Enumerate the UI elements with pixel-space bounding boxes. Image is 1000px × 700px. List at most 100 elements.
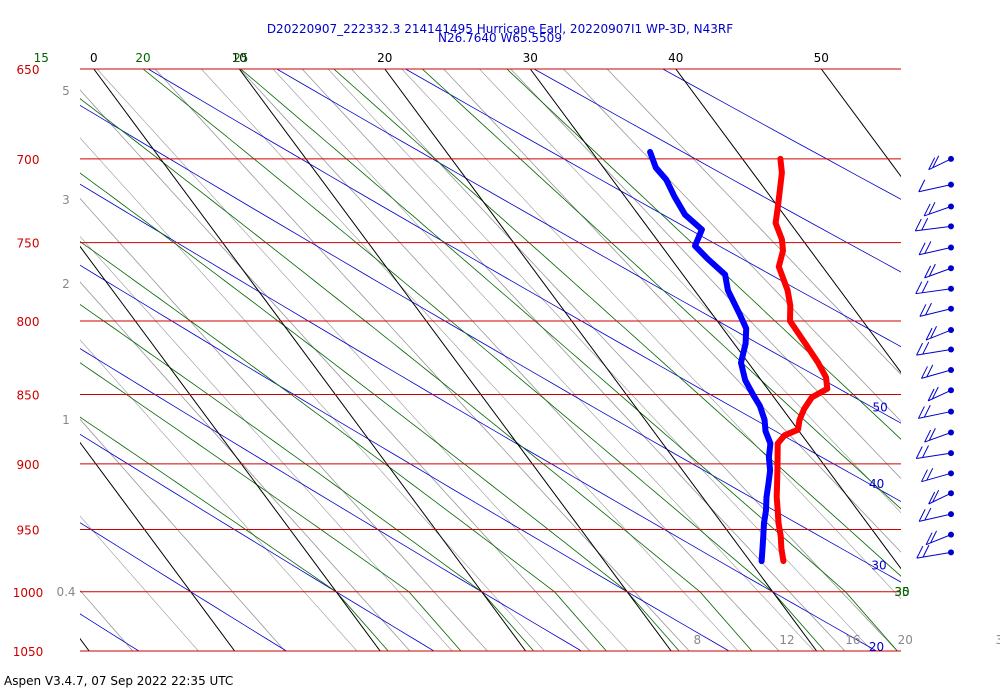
isotherm-line (80, 637, 90, 651)
wind-barb (915, 280, 954, 295)
wind-barb (924, 428, 954, 443)
mixing-ratio-label: 3 (62, 193, 70, 207)
dewpoint-trace (647, 149, 774, 565)
moist-adiabat-line (240, 69, 898, 651)
isotherm-label: 0 (90, 51, 98, 65)
dry-adiabat-line (80, 433, 435, 651)
isobar-label: 700 (17, 153, 40, 167)
moist-adiabat-line (80, 172, 680, 651)
wind-barb (928, 155, 954, 171)
mixing-ratio-label: 5 (62, 84, 70, 98)
isobar-label: 900 (17, 458, 40, 472)
mixing-ratio-line (327, 69, 873, 651)
mixing-ratio-line (96, 69, 629, 651)
isotherm-line (820, 69, 901, 178)
wind-barb (921, 364, 954, 379)
mixing-ratio-label: 2 (62, 277, 70, 291)
dry-adiabat-line (80, 183, 878, 651)
mixing-ratio-line (80, 281, 411, 651)
wind-barb (924, 263, 954, 279)
moist-adiabat-line (80, 303, 535, 651)
dry-adiabat-label: 50 (873, 401, 888, 415)
background-grid (0, 50, 1000, 662)
isobar-label: 1000 (13, 586, 44, 600)
mixing-ratio-line (80, 137, 545, 651)
isotherm-label: 10 (232, 51, 247, 65)
isotherm-line (80, 441, 236, 651)
mixing-ratio-line (301, 69, 846, 651)
wind-barb (916, 544, 954, 559)
wind-barb (917, 404, 954, 419)
mixing-ratio-label: 8 (693, 633, 701, 647)
isobar-label: 950 (17, 524, 40, 538)
mixing-ratio-line (272, 69, 815, 651)
mixing-ratio-line (80, 515, 199, 651)
chart-title-line-2: N26.7640 W65.5509 (438, 31, 562, 45)
moist-adiabat-line (333, 69, 901, 577)
wind-barb (914, 217, 954, 232)
moist-adiabat-label: 15 (34, 51, 49, 65)
mixing-ratio-line (80, 339, 358, 651)
wind-barb (923, 202, 954, 217)
wind-barb (921, 467, 954, 483)
footer-text: Aspen V3.4.7, 07 Sep 2022 22:35 UTC (4, 674, 234, 688)
dry-adiabat-line (80, 522, 288, 651)
chart-title-line-1: D20220907_222332.3 214141495 Hurricane E… (266, 22, 734, 36)
moist-adiabat-line (80, 241, 607, 651)
isobar-label: 800 (17, 315, 40, 329)
mixing-ratio-label: 1 (62, 413, 70, 427)
isotherm-label: 50 (814, 51, 829, 65)
isobar-label: 750 (17, 237, 40, 251)
moist-adiabat-label: 20 (135, 51, 150, 65)
isotherm-line (93, 69, 527, 651)
dry-adiabat-line (661, 69, 901, 200)
dry-adiabat-label: 30 (871, 559, 886, 573)
moist-adiabat-line (80, 416, 389, 651)
dry-adiabat-label: 20 (869, 640, 884, 654)
dry-adiabat-line (276, 69, 901, 424)
dry-adiabat-line (80, 613, 140, 651)
wind-barb (915, 445, 954, 459)
wind-barb (919, 302, 954, 317)
mixing-ratio-line (606, 69, 901, 376)
wind-barb (918, 179, 954, 193)
moist-adiabat-line (421, 69, 901, 510)
wind-barb-column (914, 155, 954, 559)
isobar-lines (80, 68, 901, 652)
mixing-ratio-label: 20 (898, 633, 913, 647)
isotherm-line (529, 69, 901, 570)
mixing-ratio-label: 12 (779, 633, 794, 647)
wind-barb (928, 489, 954, 505)
dry-adiabat-line (147, 69, 901, 502)
wind-barb (925, 326, 954, 341)
dry-adiabat-line (80, 264, 730, 651)
isotherm-line (967, 69, 1000, 651)
wind-barb (916, 341, 954, 356)
moist-adiabat-label: 30 (894, 585, 909, 599)
wind-barb (925, 530, 954, 546)
moist-adiabat-label: 35 (894, 585, 909, 599)
isotherm-label: 30 (523, 51, 538, 65)
mixing-ratio-line (478, 69, 901, 514)
isotherm-label: 20 (377, 51, 392, 65)
wind-barb (927, 386, 954, 402)
isobar-label: 850 (17, 389, 40, 403)
isotherm-label: 40 (668, 51, 683, 65)
isotherm-line (675, 69, 901, 374)
mixing-ratio-line (80, 235, 453, 651)
isotherm-line (80, 245, 381, 651)
dry-adiabat-line (0, 50, 9, 662)
dry-adiabat-line (80, 348, 583, 651)
mixing-ratio-line (80, 589, 134, 651)
mixing-ratio-label: 0.4 (56, 585, 75, 599)
dry-adiabat-line (533, 69, 901, 273)
moist-adiabat-line (80, 98, 753, 651)
mixing-ratio-line (80, 418, 286, 651)
moist-adiabat-line (142, 69, 826, 651)
isobar-label: 650 (17, 63, 40, 77)
moist-adiabat-line (80, 362, 462, 651)
moist-adiabat-label: 25 (233, 51, 248, 65)
isotherm-line (238, 69, 672, 651)
sounding-traces (647, 149, 831, 565)
